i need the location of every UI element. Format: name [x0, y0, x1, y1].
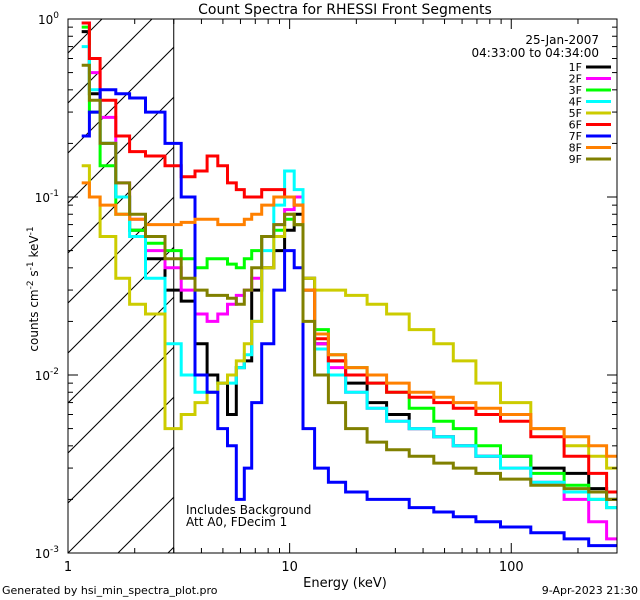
- x-tick-label: 1: [64, 560, 72, 575]
- attenuator-hatch-region: [0, 0, 640, 553]
- legend-label-1F: 1F: [569, 61, 582, 74]
- plot-frame: [67, 18, 618, 554]
- x-tick-label: 100: [499, 560, 524, 575]
- legend-label-6F: 6F: [569, 119, 582, 132]
- observation-date: 25-Jan-2007: [525, 33, 599, 47]
- legend-label-4F: 4F: [569, 96, 582, 109]
- legend-label-9F: 9F: [569, 153, 582, 166]
- footer-timestamp: 9-Apr-2023 21:30: [542, 584, 638, 597]
- series-line-4F: [81, 45, 617, 510]
- hatch-line: [268, 0, 640, 553]
- y-tick-label: 10-2: [35, 367, 59, 383]
- y-axis-label: counts cm-2 s-1 keV-1: [26, 226, 41, 351]
- series-group: [81, 21, 617, 548]
- series-line-2F: [81, 21, 617, 541]
- footer-generator: Generated by hsi_min_spectra_plot.pro: [2, 584, 218, 597]
- hatch-line: [68, 46, 174, 154]
- background-note: Includes Background: [186, 503, 311, 517]
- hatch-line: [68, 346, 174, 454]
- hatch-line: [68, 446, 174, 553]
- attenuator-note: Att A0, FDecim 1: [186, 515, 287, 529]
- series-line-7F: [81, 88, 617, 548]
- hatch-line: [68, 19, 103, 54]
- legend-label-7F: 7F: [569, 130, 582, 143]
- observation-time-range: 04:33:00 to 04:34:00: [472, 46, 599, 60]
- x-tick-label: 10: [281, 560, 298, 575]
- y-tick-label: 10-1: [35, 189, 59, 205]
- hatch-line: [68, 19, 153, 104]
- x-axis-label: Energy (keV): [303, 576, 387, 591]
- series-line-8F: [81, 181, 617, 458]
- hatch-line: [318, 0, 640, 553]
- hatch-line: [68, 196, 174, 304]
- legend-label-2F: 2F: [569, 73, 582, 86]
- series-line-9F: [81, 63, 617, 501]
- legend-label-8F: 8F: [569, 142, 582, 155]
- legend-label-3F: 3F: [569, 84, 582, 97]
- y-tick-label: 10-3: [35, 545, 59, 561]
- legend-label-5F: 5F: [569, 107, 582, 120]
- hatch-line: [68, 396, 174, 504]
- x-tick-labels: 1 10 100: [64, 560, 524, 575]
- axis-ticks: [67, 18, 618, 554]
- chart-title: Count Spectra for RHESSI Front Segments: [198, 2, 492, 18]
- y-tick-label: 100: [38, 11, 59, 27]
- hatch-line: [0, 0, 28, 553]
- y-tick-labels: 100 10-1 10-2 10-3: [35, 11, 60, 561]
- hatch-line: [68, 246, 174, 354]
- series-line-5F: [81, 164, 617, 470]
- hatch-line: [68, 296, 174, 404]
